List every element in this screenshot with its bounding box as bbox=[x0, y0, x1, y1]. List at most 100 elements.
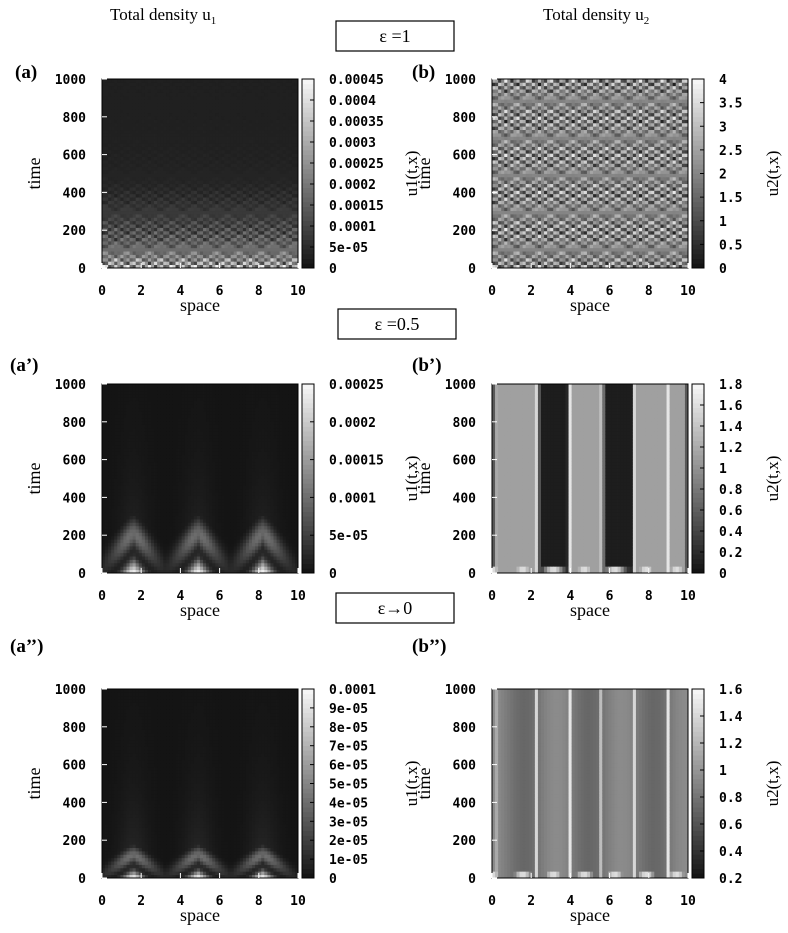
heatmap-cell bbox=[145, 204, 148, 208]
heatmap-cell bbox=[264, 238, 267, 242]
heatmap-cell bbox=[520, 140, 523, 144]
heatmap-cell bbox=[544, 207, 547, 211]
heatmap-cell bbox=[123, 258, 126, 262]
heatmap-cell bbox=[228, 238, 231, 242]
heatmap-cell bbox=[139, 231, 142, 235]
heatmap-cell bbox=[179, 86, 182, 90]
heatmap-cell bbox=[501, 190, 504, 194]
heatmap-cell bbox=[258, 190, 261, 194]
heatmap-cell bbox=[154, 157, 157, 161]
heatmap-cell bbox=[160, 130, 163, 134]
heatmap-cell bbox=[114, 238, 117, 242]
heatmap-cell bbox=[191, 248, 194, 252]
heatmap-cell bbox=[492, 194, 495, 198]
heatmap-cell bbox=[501, 238, 504, 242]
heatmap-cell bbox=[142, 184, 145, 188]
heatmap-cell bbox=[212, 133, 215, 137]
heatmap-cell bbox=[114, 228, 117, 232]
heatmap-cell bbox=[544, 167, 547, 171]
heatmap-cell bbox=[277, 143, 280, 147]
heatmap-cell bbox=[182, 211, 185, 215]
heatmap-cell bbox=[492, 251, 495, 255]
heatmap-cell bbox=[553, 214, 556, 218]
heatmap-cell bbox=[504, 194, 507, 198]
heatmap-cell bbox=[225, 130, 228, 134]
heatmap-cell bbox=[240, 261, 243, 265]
heatmap-cell bbox=[544, 180, 547, 184]
heatmap-cell bbox=[127, 207, 130, 211]
heatmap-cell bbox=[108, 96, 111, 100]
heatmap-cell bbox=[258, 120, 261, 124]
heatmap-cell bbox=[123, 79, 126, 83]
heatmap-cell bbox=[221, 136, 224, 140]
heatmap-cell bbox=[234, 130, 237, 134]
heatmap-cell bbox=[498, 123, 501, 127]
heatmap-cell bbox=[535, 79, 538, 83]
heatmap-cell bbox=[507, 184, 510, 188]
heatmap-cell bbox=[154, 163, 157, 167]
heatmap-cell bbox=[188, 214, 191, 218]
heatmap-cell bbox=[498, 180, 501, 184]
heatmap-cell bbox=[127, 238, 130, 242]
heatmap-cell bbox=[258, 174, 261, 178]
heatmap-cell bbox=[292, 214, 295, 218]
heatmap-cell bbox=[194, 234, 197, 238]
heatmap-cell bbox=[209, 89, 212, 93]
heatmap-cell bbox=[102, 187, 105, 191]
heatmap-cell bbox=[550, 150, 553, 154]
heatmap-cell bbox=[547, 79, 550, 83]
heatmap-cell bbox=[498, 238, 501, 242]
heatmap-cell bbox=[228, 224, 231, 228]
heatmap-cell bbox=[258, 258, 261, 262]
heatmap-cell bbox=[547, 113, 550, 117]
heatmap-cell bbox=[117, 116, 120, 120]
heatmap-cell bbox=[252, 170, 255, 174]
heatmap-cell bbox=[234, 153, 237, 157]
heatmap-cell bbox=[231, 241, 234, 245]
heatmap-cell bbox=[218, 231, 221, 235]
heatmap-cell bbox=[179, 238, 182, 242]
heatmap-cell bbox=[114, 194, 117, 198]
heatmap-cell bbox=[130, 221, 133, 225]
heatmap-cell bbox=[501, 89, 504, 93]
heatmap-cell bbox=[280, 177, 283, 181]
heatmap-cell bbox=[148, 136, 151, 140]
colorbar-segment bbox=[302, 221, 314, 226]
heatmap-cell bbox=[252, 190, 255, 194]
heatmap-cell bbox=[185, 261, 188, 265]
colorbar-segment bbox=[302, 197, 314, 202]
heatmap-cell bbox=[289, 201, 292, 205]
heatmap-cell bbox=[197, 130, 200, 134]
heatmap-cell bbox=[249, 244, 252, 248]
heatmap-cell bbox=[148, 147, 151, 151]
heatmap-cell bbox=[283, 140, 286, 144]
heatmap-cell bbox=[127, 251, 130, 255]
heatmap-cell bbox=[114, 106, 117, 110]
heatmap-cell bbox=[151, 174, 154, 178]
heatmap-cell bbox=[243, 184, 246, 188]
heatmap-cell bbox=[123, 228, 126, 232]
heatmap-cell bbox=[139, 86, 142, 90]
heatmap-cell bbox=[246, 143, 249, 147]
heatmap-cell bbox=[523, 184, 526, 188]
heatmap-cell bbox=[283, 99, 286, 103]
heatmap-cell bbox=[507, 244, 510, 248]
heatmap-cell bbox=[166, 190, 169, 194]
heatmap-cell bbox=[501, 147, 504, 151]
heatmap-cell bbox=[151, 86, 154, 90]
heatmap-cell bbox=[231, 184, 234, 188]
heatmap-cell bbox=[130, 170, 133, 174]
heatmap-cell bbox=[163, 180, 166, 184]
heatmap-cell bbox=[507, 147, 510, 151]
heatmap-cell bbox=[179, 157, 182, 161]
heatmap-cell bbox=[120, 261, 123, 265]
heatmap-cell bbox=[182, 217, 185, 221]
heatmap-cell bbox=[264, 113, 267, 117]
heatmap-cell bbox=[111, 163, 114, 167]
heatmap-cell bbox=[553, 82, 556, 86]
heatmap-cell bbox=[215, 190, 218, 194]
heatmap-cell bbox=[160, 221, 163, 225]
heatmap-cell bbox=[289, 234, 292, 238]
heatmap-cell bbox=[136, 130, 139, 134]
heatmap-cell bbox=[246, 180, 249, 184]
